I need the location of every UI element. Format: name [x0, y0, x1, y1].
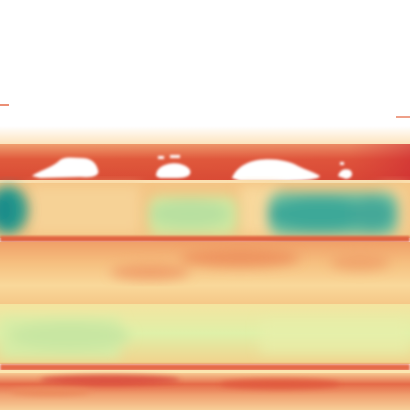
speck-right [396, 116, 410, 118]
pale-line-2 [0, 370, 410, 373]
bottom-band-hotspots [10, 375, 340, 396]
cool-blobs [0, 186, 398, 236]
saturated-region [0, 0, 410, 140]
saturated-blobs [32, 155, 353, 181]
speck-left [0, 104, 9, 106]
hot-stripe-2 [0, 364, 410, 371]
hot-stripe-1 [0, 236, 410, 242]
haze-gradient [0, 126, 410, 148]
pale-line-1 [0, 180, 410, 183]
mid-band-hotspots [110, 249, 390, 280]
cool-band-shading [0, 318, 410, 358]
